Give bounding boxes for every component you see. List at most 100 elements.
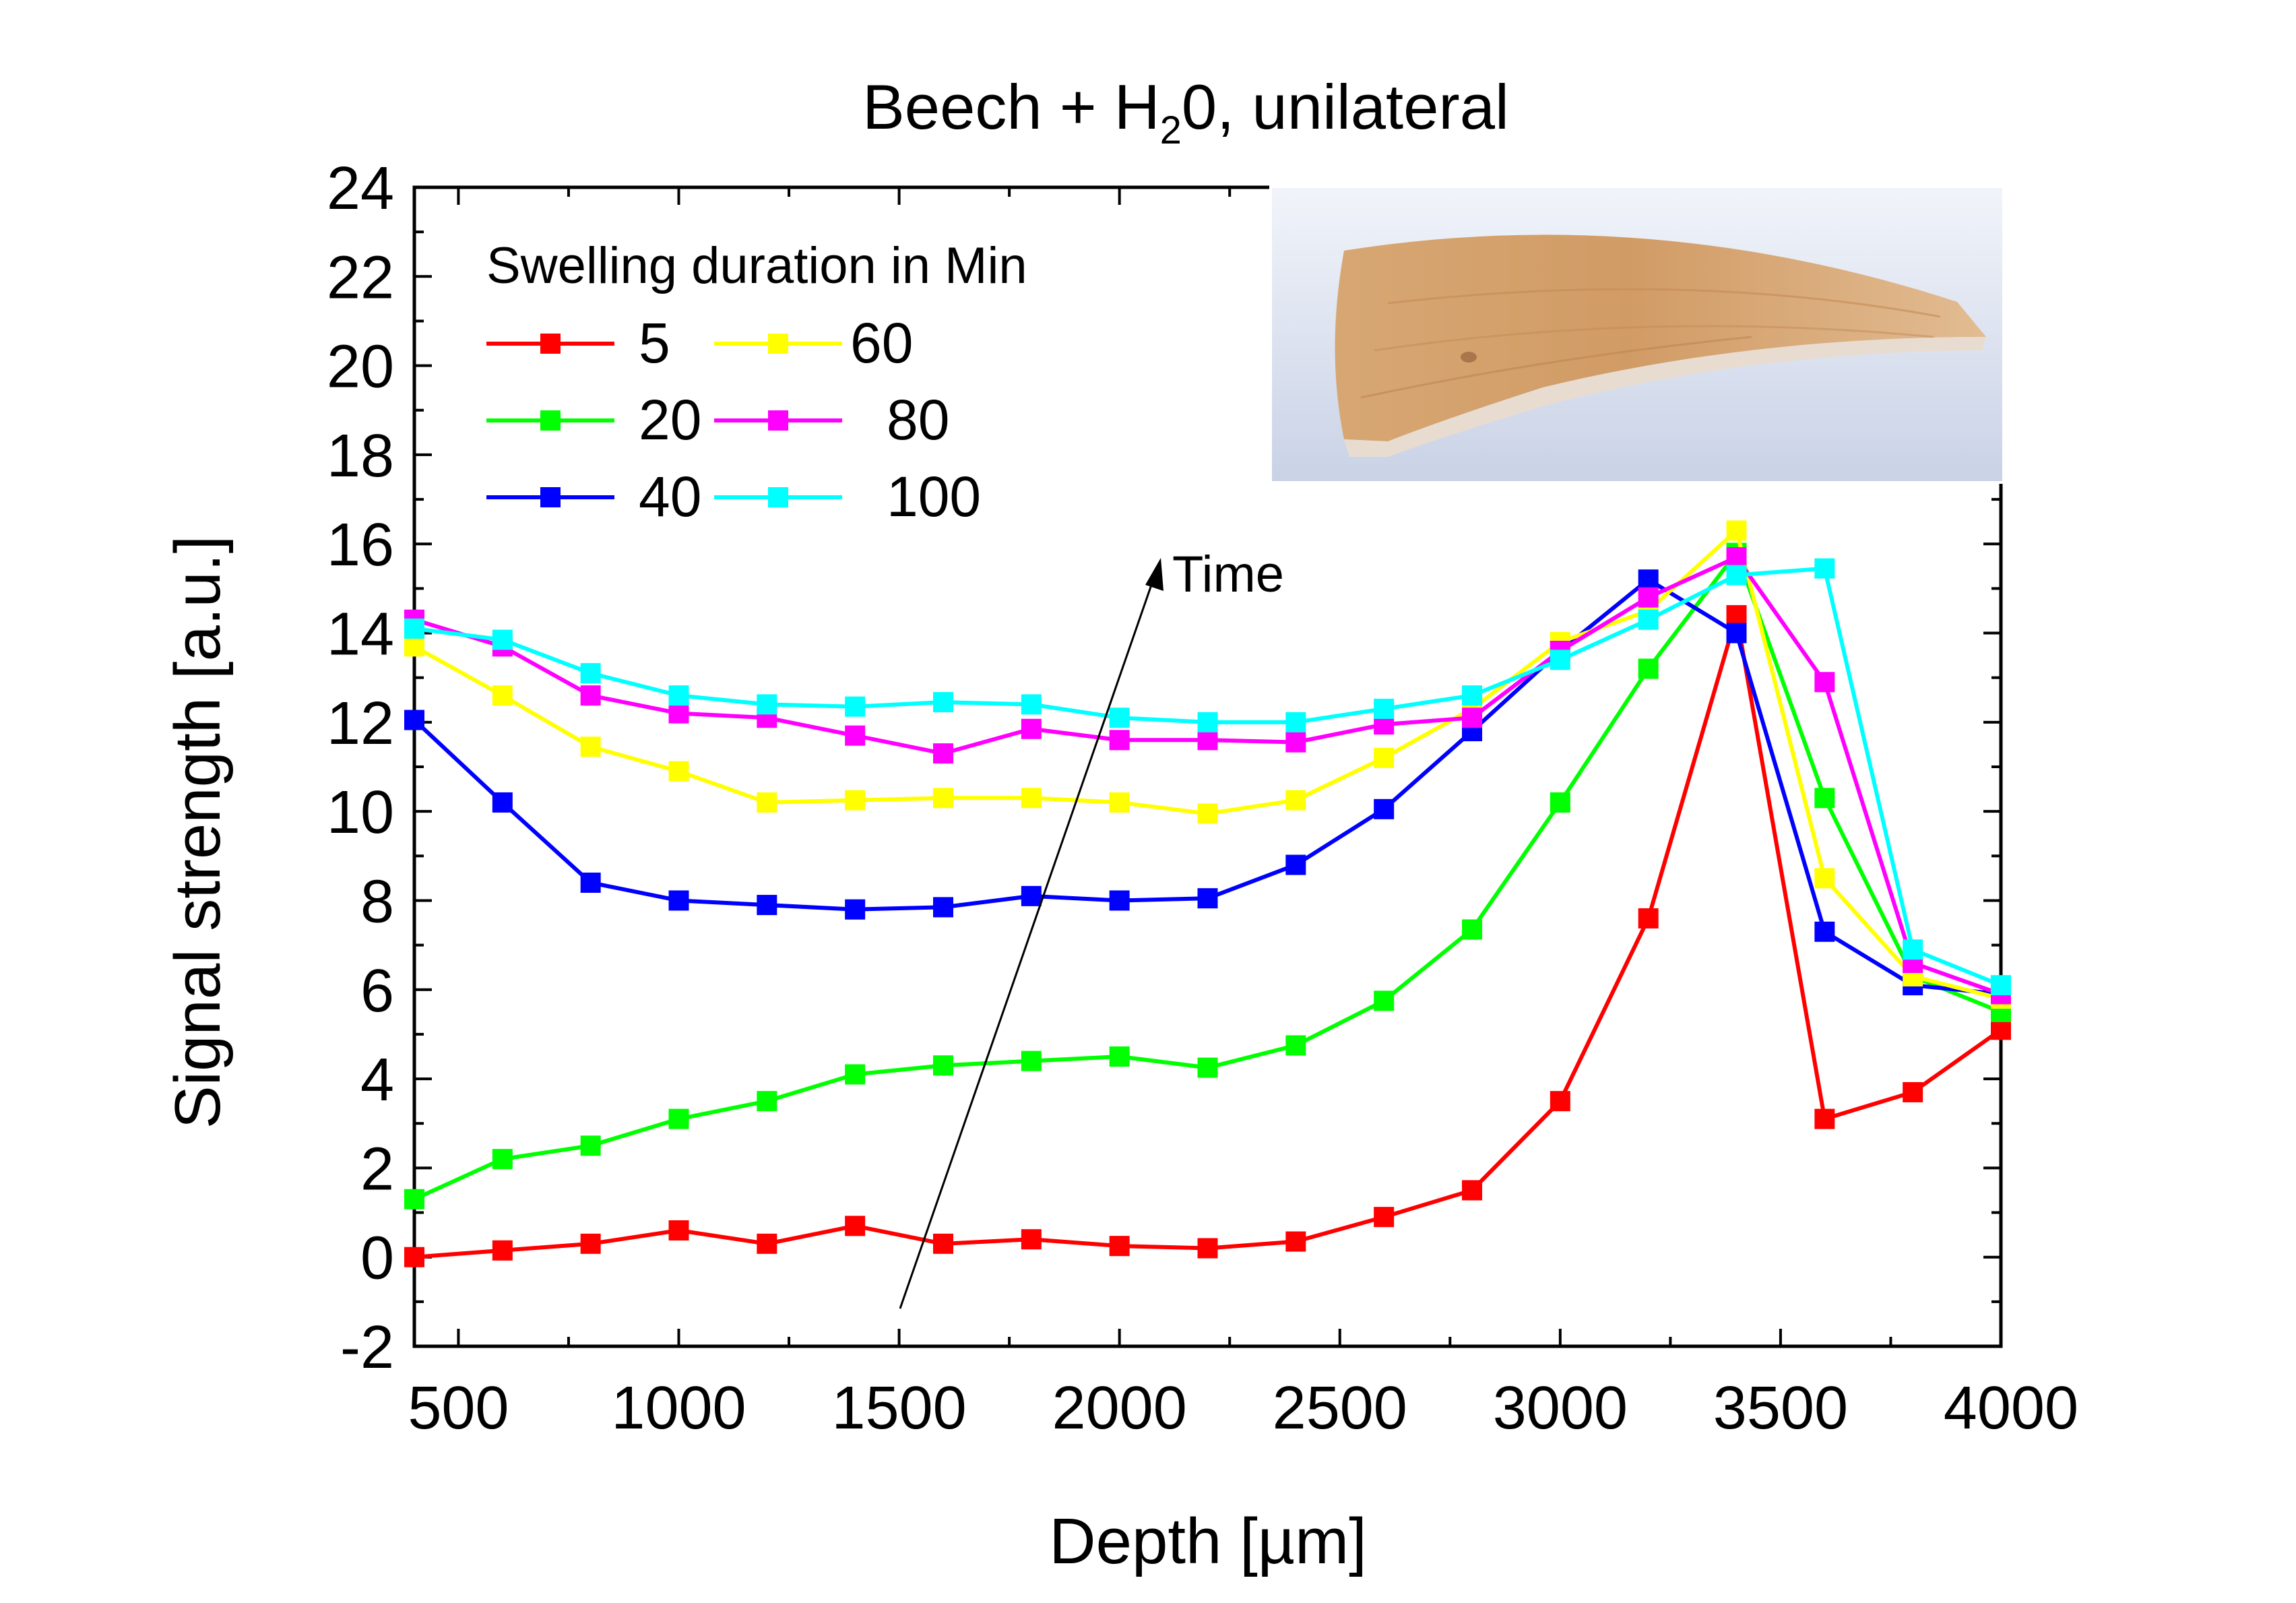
data-point	[1991, 1019, 2011, 1040]
data-point	[1285, 712, 1306, 732]
chart-title: Beech + H20, unilateral	[862, 71, 1509, 152]
data-point	[1285, 1035, 1306, 1056]
data-point	[1462, 1180, 1482, 1201]
data-point	[1109, 708, 1130, 728]
data-point	[845, 725, 866, 746]
data-point	[668, 890, 689, 911]
data-point	[1550, 792, 1570, 813]
y-tick-label: 6	[360, 957, 394, 1025]
data-point	[580, 1233, 601, 1254]
data-point	[1814, 788, 1835, 809]
data-point	[580, 685, 601, 706]
legend-label: 100	[887, 465, 981, 528]
data-point	[933, 743, 953, 764]
data-point	[492, 792, 513, 813]
data-point	[757, 792, 777, 813]
y-tick-label: 10	[327, 779, 394, 846]
data-point	[1726, 623, 1747, 643]
data-point	[1109, 792, 1130, 813]
legend-label: 80	[887, 388, 949, 451]
data-point	[1726, 520, 1747, 541]
data-point	[580, 873, 601, 893]
legend-label: 40	[639, 465, 701, 528]
x-tick-label: 2000	[1052, 1375, 1187, 1442]
data-point	[845, 899, 866, 920]
x-tick-label: 500	[408, 1375, 509, 1442]
data-point	[404, 1247, 424, 1267]
legend-swatch-marker	[540, 410, 561, 431]
data-point	[1109, 890, 1130, 911]
legend-entry-100: 100	[714, 465, 981, 528]
y-tick-label: 22	[327, 244, 394, 311]
data-point	[1109, 730, 1130, 751]
data-point	[1197, 730, 1218, 751]
legend-label: 5	[639, 311, 670, 375]
legend: Swelling duration in Min 5 20 40 60 80 100	[486, 237, 1027, 528]
data-point	[492, 629, 513, 650]
data-point	[404, 1189, 424, 1209]
series-20	[404, 542, 2011, 1209]
data-point	[1285, 790, 1306, 811]
data-point	[1550, 1091, 1570, 1112]
x-tick-label: 1500	[831, 1375, 966, 1442]
data-point	[404, 710, 424, 730]
legend-swatch-marker	[768, 334, 788, 354]
data-point	[1726, 547, 1747, 568]
data-point	[492, 685, 513, 706]
data-point	[1991, 975, 2011, 996]
data-point	[1285, 1231, 1306, 1252]
data-point	[1021, 1229, 1042, 1250]
legend-entry-40: 40	[486, 465, 701, 528]
data-point	[580, 663, 601, 684]
y-tick-label: 24	[327, 155, 394, 222]
data-point	[1021, 788, 1042, 809]
time-arrow	[899, 558, 1163, 1309]
x-tick-label: 3500	[1713, 1375, 1848, 1442]
data-point	[1814, 868, 1835, 889]
data-point	[492, 1240, 513, 1261]
legend-entry-20: 20	[486, 388, 701, 451]
data-point	[668, 761, 689, 782]
data-point	[1814, 1108, 1835, 1129]
data-point	[1814, 558, 1835, 579]
data-point	[1197, 712, 1218, 732]
data-point	[933, 1055, 953, 1076]
legend-label: 60	[850, 311, 913, 375]
data-point	[1726, 605, 1747, 626]
data-point	[1109, 1236, 1130, 1257]
wood-strip-edge	[1344, 337, 1986, 457]
data-point	[933, 1233, 953, 1254]
legend-swatch-marker	[540, 334, 561, 354]
data-point	[1814, 672, 1835, 693]
series-line	[413, 551, 2002, 1201]
x-tick-label: 4000	[1944, 1375, 2078, 1442]
data-point	[580, 1135, 601, 1156]
data-point	[1374, 699, 1395, 719]
data-point	[1638, 908, 1659, 929]
data-point	[1550, 650, 1570, 670]
data-point	[1021, 1050, 1042, 1071]
data-point	[404, 636, 424, 657]
y-axis-label: Signal strength [a.u.]	[162, 536, 234, 1129]
x-tick-label: 1000	[611, 1375, 746, 1442]
x-axis-label: Depth [µm]	[1049, 1505, 1366, 1577]
data-point	[1374, 798, 1395, 819]
data-point	[1285, 732, 1306, 753]
data-point	[1462, 708, 1482, 728]
data-point	[1197, 888, 1218, 909]
data-point	[492, 1149, 513, 1170]
data-point	[1021, 694, 1042, 715]
y-tick-label: 16	[327, 511, 394, 579]
data-point	[1021, 718, 1042, 739]
y-tick-label: 0	[360, 1225, 394, 1292]
y-tick-label: 4	[360, 1046, 394, 1114]
y-tick-label: -2	[340, 1314, 394, 1381]
data-point	[1638, 587, 1659, 608]
legend-label: 20	[639, 388, 701, 451]
data-point	[1726, 565, 1747, 586]
data-point	[1814, 921, 1835, 942]
series-40	[404, 569, 2011, 1005]
time-annotation: Time	[1172, 546, 1284, 603]
data-point	[668, 685, 689, 706]
data-point	[1462, 685, 1482, 706]
